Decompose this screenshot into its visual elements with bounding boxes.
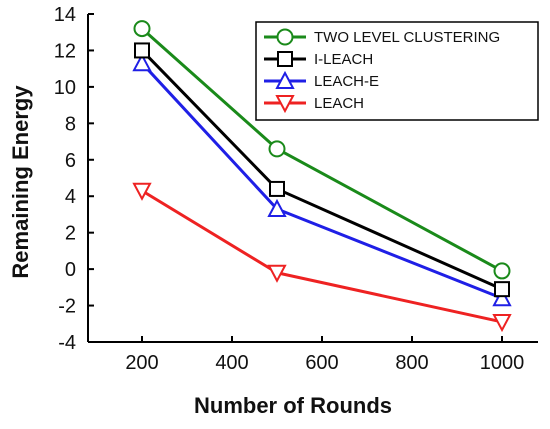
axes: -4 -2 0 2 4 6 8 10 12 14 200 400 600 800 1000 bbox=[54, 4, 538, 374]
series-two-level-clustering bbox=[133, 20, 511, 280]
data-point bbox=[132, 182, 152, 201]
y-tick-label: 4 bbox=[65, 186, 76, 208]
y-tick-label: 2 bbox=[65, 223, 76, 245]
series-leach bbox=[132, 182, 512, 333]
legend: TWO LEVEL CLUSTERING I-LEACH LEACH-E LEACH bbox=[255, 21, 539, 121]
y-tick-label: -2 bbox=[58, 296, 76, 318]
data-point bbox=[132, 53, 152, 72]
legend-label: TWO LEVEL CLUSTERING bbox=[314, 29, 500, 46]
data-point bbox=[269, 180, 285, 197]
y-tick-label: 14 bbox=[54, 4, 76, 26]
x-tick-label: 1000 bbox=[480, 352, 525, 374]
legend-item: I-LEACH bbox=[264, 51, 373, 68]
y-tick-label: 8 bbox=[65, 113, 76, 135]
data-point bbox=[267, 264, 287, 283]
legend-marker bbox=[276, 28, 294, 46]
y-tick-label: 12 bbox=[54, 40, 76, 62]
data-point bbox=[267, 198, 287, 217]
legend-label: LEACH bbox=[314, 95, 364, 112]
x-tick-label: 800 bbox=[395, 352, 428, 374]
data-point bbox=[494, 281, 510, 298]
data-point bbox=[134, 42, 150, 59]
legend-label: LEACH-E bbox=[314, 73, 379, 90]
x-axis-title: Number of Rounds bbox=[194, 393, 392, 418]
y-tick-label: -4 bbox=[58, 332, 76, 354]
y-axis-title: Remaining Energy bbox=[8, 85, 33, 279]
y-tick-label: 6 bbox=[65, 150, 76, 172]
plot-series bbox=[132, 20, 512, 333]
y-tick-label: 0 bbox=[65, 259, 76, 281]
series-leach-e bbox=[132, 53, 512, 307]
series-i-leach bbox=[134, 42, 510, 298]
legend-label: I-LEACH bbox=[314, 51, 373, 68]
legend-marker bbox=[275, 70, 295, 89]
legend-item: LEACH-E bbox=[264, 70, 379, 90]
data-point bbox=[268, 140, 286, 158]
y-tick-label: 10 bbox=[54, 77, 76, 99]
x-tick-label: 200 bbox=[125, 352, 158, 374]
legend-marker bbox=[275, 95, 295, 114]
legend-item: TWO LEVEL CLUSTERING bbox=[264, 28, 500, 46]
legend-item: LEACH bbox=[264, 95, 364, 114]
legend-marker bbox=[277, 51, 293, 67]
data-point bbox=[493, 262, 511, 280]
x-tick-label: 600 bbox=[305, 352, 338, 374]
data-point bbox=[492, 288, 512, 307]
x-tick-label: 400 bbox=[215, 352, 248, 374]
data-point bbox=[133, 20, 151, 38]
data-point bbox=[492, 313, 512, 333]
